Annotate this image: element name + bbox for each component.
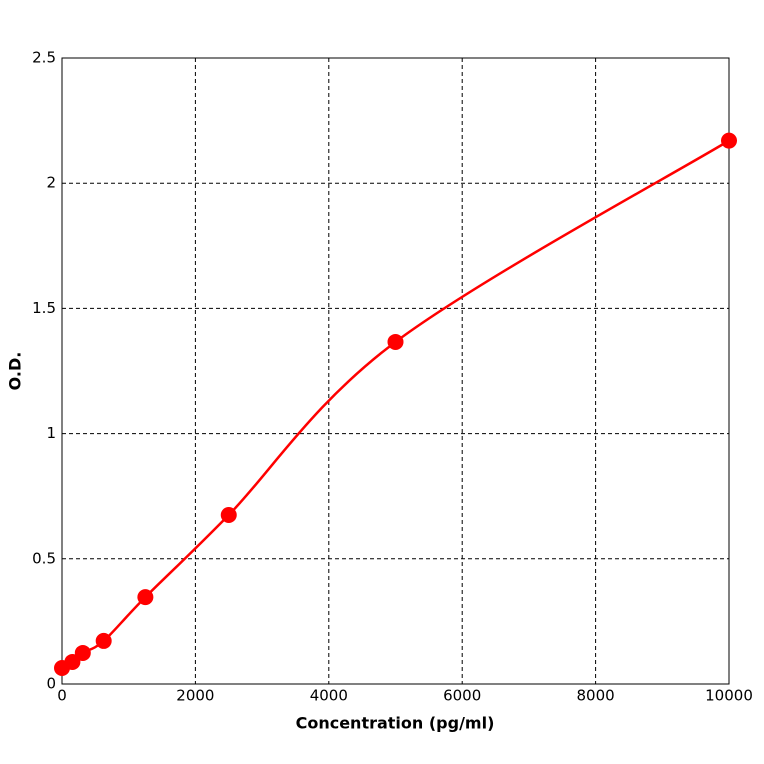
x-tick-label: 2000 [176,687,214,705]
x-tick-label: 8000 [577,687,615,705]
x-tick-label: 10000 [705,687,753,705]
y-tick-label: 2 [46,174,56,192]
curve [61,139,730,670]
x-tick-label: 6000 [443,687,481,705]
data-point [137,589,154,606]
plot-frame [61,57,730,685]
data-point [74,644,91,661]
x-tick-label: 0 [57,687,67,705]
y-axis-title: O.D. [6,352,25,391]
x-tick-label: 4000 [310,687,348,705]
y-tick-label: 1.5 [32,299,56,317]
data-point [64,653,81,670]
y-tick-label: 0 [46,675,56,693]
x-axis-title: Concentration (pg/ml) [296,714,495,733]
y-tick-label: 1 [46,424,56,442]
data-point [387,333,404,350]
data-point [721,132,737,149]
data-point [95,632,112,649]
y-tick-label: 0.5 [32,549,56,567]
y-tick-label: 2.5 [32,49,56,67]
data-point [220,506,237,523]
